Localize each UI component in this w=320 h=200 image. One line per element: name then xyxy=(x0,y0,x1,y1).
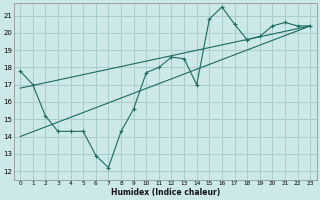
X-axis label: Humidex (Indice chaleur): Humidex (Indice chaleur) xyxy=(111,188,220,197)
